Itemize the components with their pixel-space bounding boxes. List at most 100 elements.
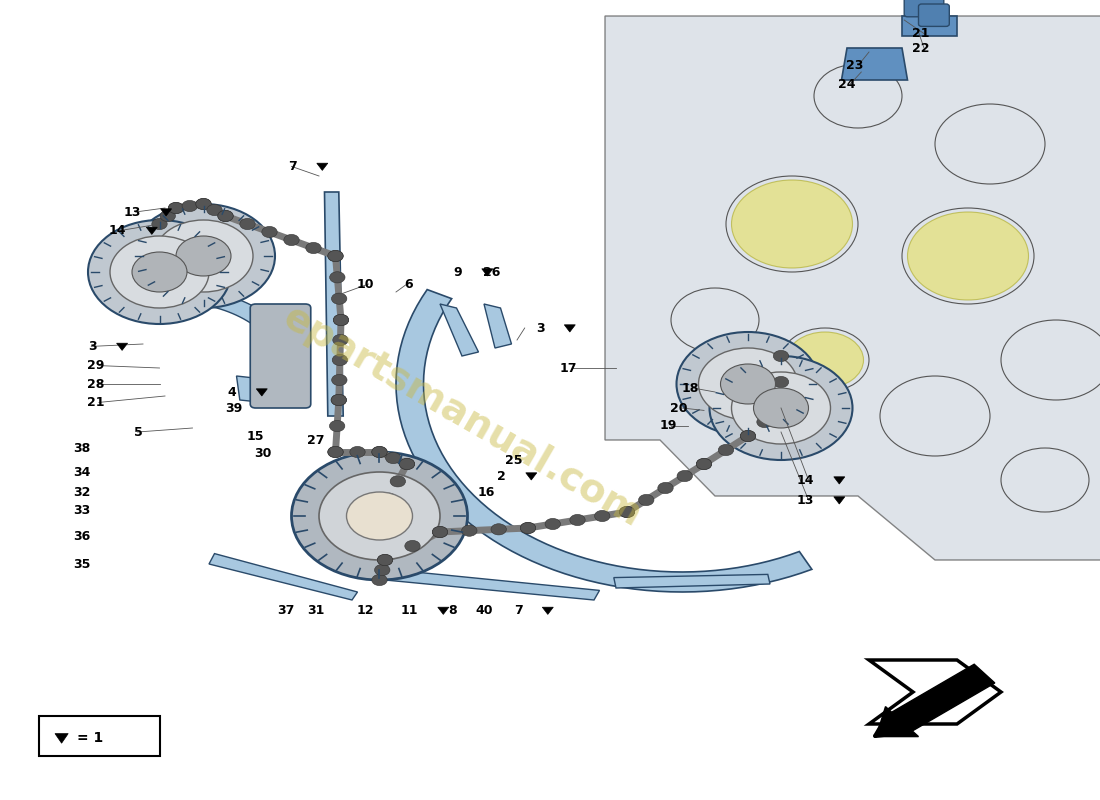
Circle shape [773,402,789,414]
Polygon shape [209,554,358,600]
Polygon shape [834,497,845,504]
Text: 30: 30 [254,447,272,460]
Polygon shape [117,343,128,350]
Circle shape [372,446,387,458]
Circle shape [168,202,184,214]
Text: 14: 14 [109,224,126,237]
Circle shape [399,458,415,470]
Text: 39: 39 [224,402,242,414]
Text: 21: 21 [87,396,104,409]
Circle shape [786,332,864,388]
Circle shape [377,554,393,566]
Polygon shape [256,389,267,396]
Text: 27: 27 [307,434,324,446]
Circle shape [332,354,348,366]
Polygon shape [440,304,478,356]
Polygon shape [236,376,255,402]
Circle shape [332,374,348,386]
Text: 37: 37 [277,604,295,617]
Circle shape [386,452,400,464]
Polygon shape [482,269,493,276]
FancyBboxPatch shape [251,304,311,408]
Polygon shape [842,48,908,80]
Text: 3: 3 [88,340,97,353]
Text: 29: 29 [87,359,104,372]
Polygon shape [484,304,512,348]
Text: 10: 10 [356,278,374,290]
Polygon shape [869,660,1001,724]
Circle shape [207,204,222,215]
Polygon shape [834,477,845,484]
Circle shape [110,236,209,308]
Circle shape [262,226,277,238]
Circle shape [594,510,609,522]
Circle shape [619,506,635,518]
Circle shape [88,220,231,324]
Polygon shape [55,734,68,743]
Circle shape [377,554,393,566]
Polygon shape [564,325,575,332]
Circle shape [372,510,387,522]
Circle shape [328,250,343,262]
Text: 36: 36 [73,530,90,542]
Circle shape [319,472,440,560]
Circle shape [218,210,233,222]
Polygon shape [902,16,957,36]
Circle shape [152,218,167,230]
Circle shape [306,242,321,254]
Circle shape [696,458,712,470]
Text: 11: 11 [400,604,418,617]
Circle shape [182,200,197,212]
Polygon shape [438,607,449,614]
Circle shape [284,234,299,246]
Circle shape [331,293,346,304]
Circle shape [570,514,585,526]
Circle shape [678,470,693,482]
Circle shape [176,236,231,276]
Circle shape [330,272,345,283]
Text: 25: 25 [505,454,522,466]
FancyBboxPatch shape [904,0,944,17]
Text: 24: 24 [838,78,856,90]
Polygon shape [614,574,770,588]
Text: 12: 12 [356,604,374,617]
Text: 26: 26 [483,266,500,278]
Text: 14: 14 [796,474,814,486]
Circle shape [619,506,635,518]
Text: 18: 18 [681,382,698,394]
Text: 20: 20 [670,402,688,414]
Circle shape [773,350,789,362]
Text: epartsmanual.com: epartsmanual.com [276,298,648,534]
Text: 9: 9 [453,266,462,278]
Text: 40: 40 [475,604,493,617]
Circle shape [676,332,820,436]
Text: 7: 7 [514,604,522,617]
Circle shape [773,402,789,414]
Circle shape [732,372,830,444]
Circle shape [491,524,506,535]
Circle shape [908,212,1028,300]
Text: 33: 33 [73,504,90,517]
Text: 23: 23 [846,59,864,72]
Circle shape [544,518,560,530]
Circle shape [399,458,415,470]
Circle shape [757,416,772,427]
Text: 4: 4 [228,386,236,398]
Circle shape [196,198,211,210]
Circle shape [240,218,255,230]
Circle shape [740,430,756,442]
Circle shape [740,430,756,442]
Text: 15: 15 [246,430,264,442]
Polygon shape [526,473,537,480]
Circle shape [390,476,406,487]
Circle shape [350,446,365,458]
Text: 16: 16 [477,486,495,498]
Circle shape [333,314,349,326]
Circle shape [754,388,808,428]
Circle shape [381,493,396,504]
Circle shape [328,446,343,458]
Polygon shape [542,607,553,614]
Text: 28: 28 [87,378,104,390]
Polygon shape [385,570,600,600]
Circle shape [432,526,448,538]
